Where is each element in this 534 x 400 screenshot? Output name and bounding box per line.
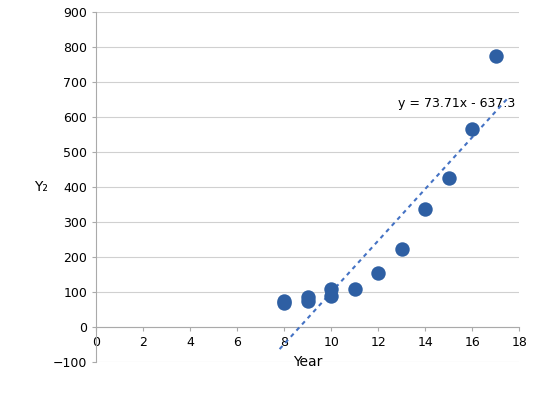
Point (303, 298, 312, 304)
Point (421, 206, 429, 212)
Point (327, 286, 335, 293)
Point (327, 293, 335, 300)
Point (280, 300, 288, 307)
Point (491, 53, 500, 60)
Point (303, 294, 312, 301)
Point (280, 298, 288, 304)
Y-axis label: Y₂: Y₂ (34, 180, 48, 194)
Point (350, 286, 359, 293)
Point (468, 126, 476, 132)
Point (444, 174, 453, 181)
Text: y = 73.71x - 637.3: y = 73.71x - 637.3 (398, 97, 515, 110)
Point (374, 270, 382, 276)
X-axis label: Year: Year (293, 355, 323, 369)
Point (397, 246, 406, 253)
